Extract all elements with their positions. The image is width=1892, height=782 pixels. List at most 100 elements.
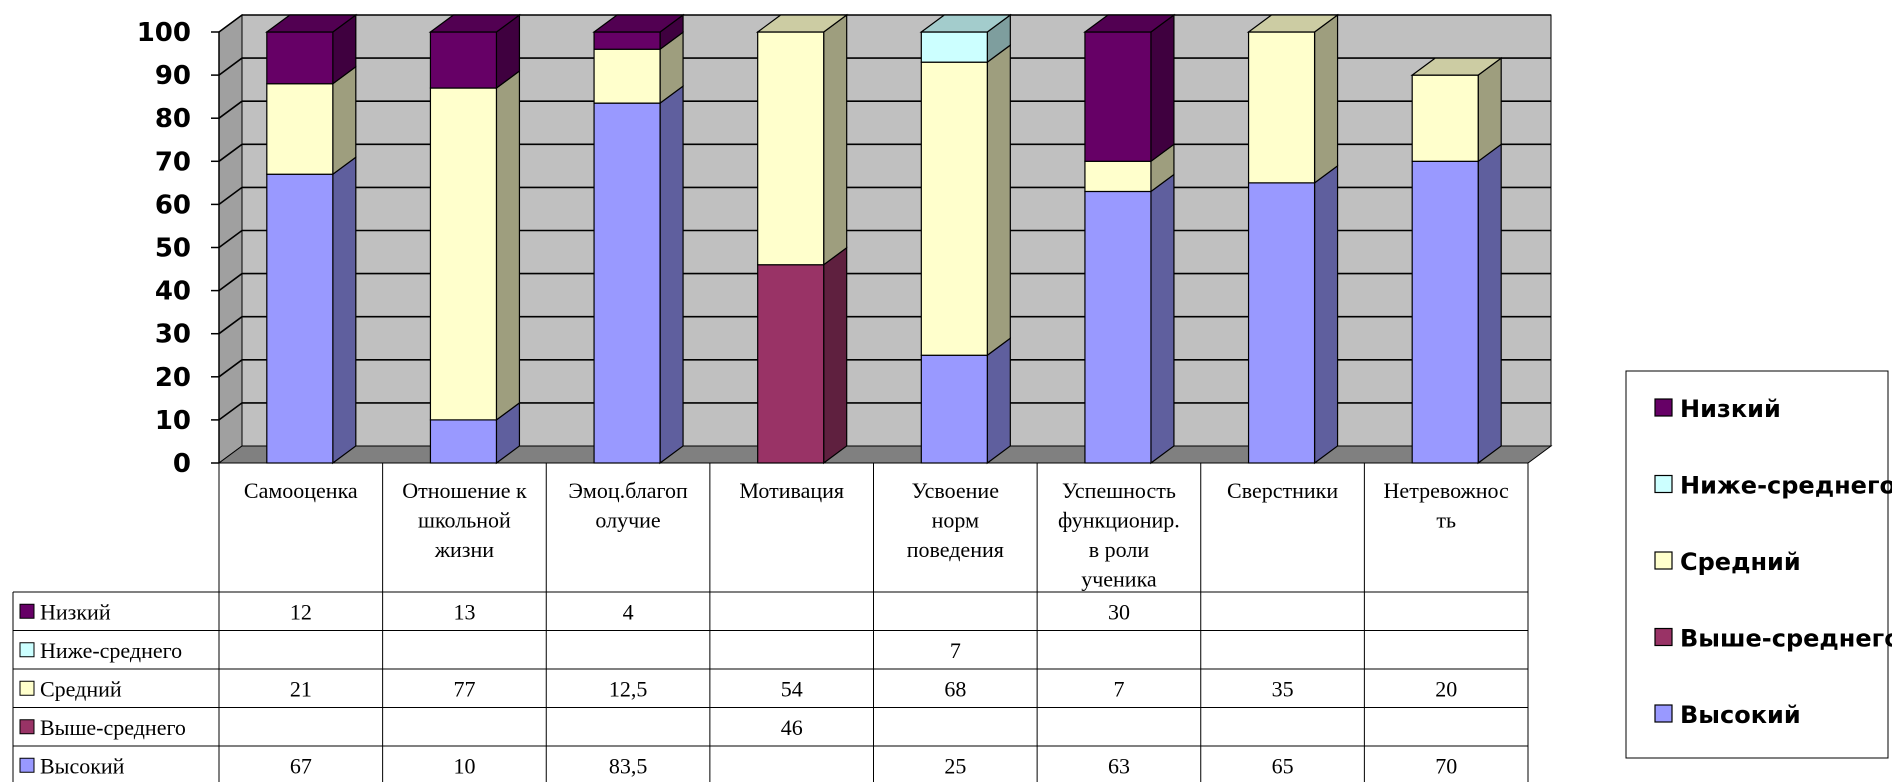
bar-8-Средний xyxy=(1411,74,1479,162)
y-tick-label: 20 xyxy=(155,363,191,393)
bar-8-Средний-side xyxy=(1477,56,1502,163)
bar-5-Ниже-среднего-top xyxy=(919,14,1013,33)
bar-2-Низкий-top xyxy=(428,14,522,33)
legend-entry: Высокий xyxy=(1680,701,1801,729)
legend-entry: Выше-среднего xyxy=(1680,625,1892,653)
table-cell-value: 63 xyxy=(1108,753,1130,778)
category-label: Мотивация xyxy=(739,478,844,503)
category-label: ученика xyxy=(1081,567,1157,592)
category-label: Усвоение xyxy=(912,478,999,503)
table-cell-value: 4 xyxy=(623,599,634,624)
row-legend-key xyxy=(19,603,35,619)
y-tick-label: 90 xyxy=(155,61,191,91)
bars xyxy=(264,13,1504,465)
legend-entry: Ниже-среднего xyxy=(1680,472,1892,500)
y-tick-label: 30 xyxy=(155,320,191,350)
category-label: олучие xyxy=(595,508,660,533)
bar-8-Высокий-side xyxy=(1477,143,1502,465)
bar-6-Высокий-side xyxy=(1150,173,1175,465)
table-cell-value: 7 xyxy=(1113,676,1124,701)
category-label: Сверстники xyxy=(1227,478,1338,503)
table-cell-value: 68 xyxy=(944,676,966,701)
table-cell-value: 10 xyxy=(453,753,475,778)
bar-5-Высокий xyxy=(920,354,988,464)
bar-4-Средний-top xyxy=(755,14,849,33)
table-cell-value: 13 xyxy=(453,599,475,624)
bar-1-Высокий-side xyxy=(332,156,357,465)
y-tick-label: 70 xyxy=(155,147,191,177)
bar-3-Высокий xyxy=(593,102,661,464)
legend-key xyxy=(1654,474,1673,494)
bar-6-Низкий-side xyxy=(1150,13,1175,163)
y-tick-label: 60 xyxy=(155,190,191,220)
bar-6-Низкий-top xyxy=(1083,14,1176,33)
table-cell-value: 54 xyxy=(781,676,803,701)
table-cell-value: 70 xyxy=(1435,753,1457,778)
bar-2-Низкий xyxy=(429,31,498,89)
bar-3-Средний xyxy=(593,48,661,104)
table-cell-value: 12,5 xyxy=(609,676,648,701)
bar-7-Средний-top xyxy=(1246,14,1340,33)
legend-key xyxy=(1654,551,1673,570)
bar-4-Средний-side xyxy=(823,13,848,266)
row-legend-key xyxy=(19,719,35,735)
bar-3-Низкий-top xyxy=(592,14,685,33)
legend: Низкий Ниже-среднего Средний Выше-среднего В… xyxy=(1625,370,1892,759)
bar-4-Выше-среднего-side xyxy=(823,246,848,465)
y-tick-label: 100 xyxy=(137,18,191,48)
category-label: ть xyxy=(1436,508,1456,533)
bar-1-Низкий-top xyxy=(264,14,358,33)
row-label: Высокий xyxy=(40,753,125,778)
category-label: Эмоц.благоп xyxy=(568,478,688,503)
bar-2-Средний-side xyxy=(495,69,521,422)
row-legend-key xyxy=(19,680,35,696)
bar-7-Высокий-side xyxy=(1313,164,1339,465)
category-label: Самооценка xyxy=(244,478,358,503)
table-cell-value: 83,5 xyxy=(609,753,648,778)
category-label: Успешность xyxy=(1062,478,1176,503)
legend-entry: Низкий xyxy=(1680,395,1781,423)
row-label: Средний xyxy=(40,676,122,701)
table-cell-value: 35 xyxy=(1272,676,1294,701)
legend-key xyxy=(1654,704,1673,723)
table-cell-value: 67 xyxy=(290,753,312,778)
bar-7-Средний-side xyxy=(1313,13,1339,185)
data-table: Самооценка Отношение к школьной жизни Эмоц.б… xyxy=(12,463,1529,782)
category-label: поведения xyxy=(907,537,1004,562)
bar-6-Средний xyxy=(1084,160,1152,193)
category-label: функционир. xyxy=(1058,508,1180,533)
y-tick-label: 80 xyxy=(155,104,191,134)
y-tick-label: 0 xyxy=(173,449,191,479)
bar-5-Средний-side xyxy=(986,43,1011,357)
category-label: норм xyxy=(932,508,979,533)
row-legend-key xyxy=(19,642,35,658)
table-cell-value: 65 xyxy=(1272,753,1294,778)
category-label: школьной xyxy=(418,508,511,533)
bar-2-Средний xyxy=(429,87,498,421)
table-cell-value: 7 xyxy=(950,638,961,663)
bar-1-Низкий xyxy=(266,31,334,85)
category-label: жизни xyxy=(434,537,494,562)
bar-6-Низкий xyxy=(1084,31,1152,162)
floor xyxy=(217,445,1553,464)
bar-8-Высокий xyxy=(1411,160,1479,464)
y-tick-label: 40 xyxy=(155,277,191,307)
category-label: в роли xyxy=(1089,537,1150,562)
category-label: Отношение к xyxy=(402,478,527,503)
y-tick-label: 10 xyxy=(155,406,191,436)
bar-1-Средний-side xyxy=(332,65,357,176)
bar-5-Ниже-среднего xyxy=(920,31,988,63)
y-tick-label: 50 xyxy=(155,234,191,264)
table-cell-value: 12 xyxy=(290,599,312,624)
category-label: Нетревожнос xyxy=(1384,478,1510,503)
table-cell-value: 21 xyxy=(290,676,312,701)
table-cell-value: 46 xyxy=(781,715,803,740)
row-label: Низкий xyxy=(40,599,111,624)
bar-3-Высокий-side xyxy=(659,84,684,465)
table-cell-value: 77 xyxy=(453,676,475,701)
bar-2-Высокий xyxy=(429,419,498,464)
row-legend-key xyxy=(19,757,35,773)
table-cell-value: 25 xyxy=(944,753,966,778)
legend-key xyxy=(1654,627,1673,647)
